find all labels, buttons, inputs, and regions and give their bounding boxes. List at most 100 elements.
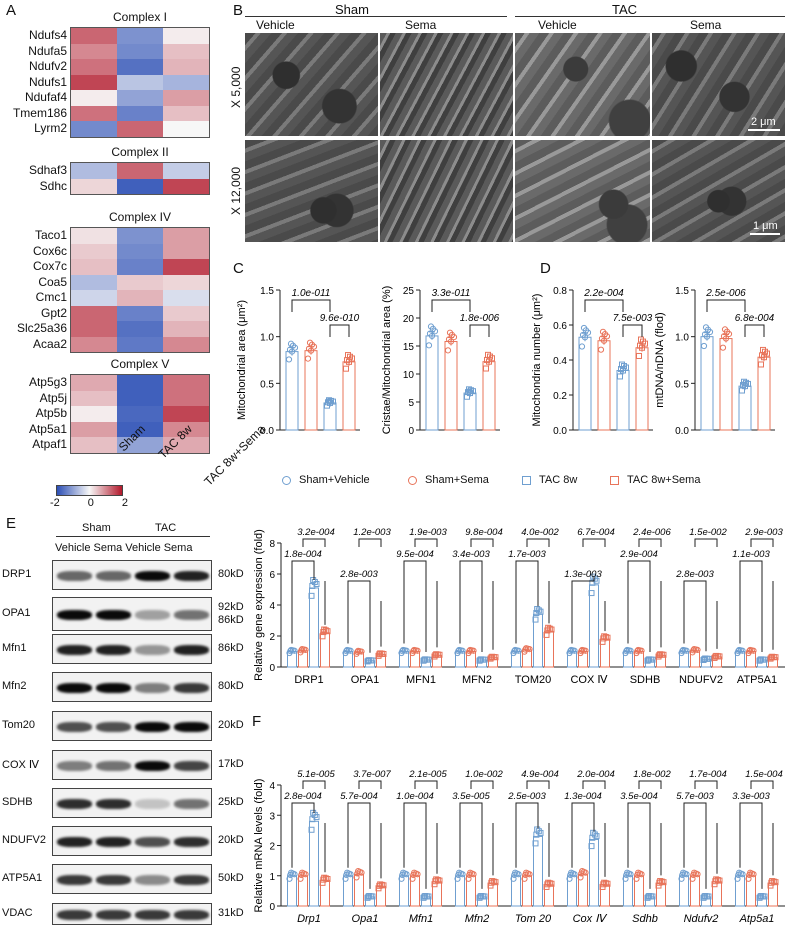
data-point: [515, 647, 522, 654]
heatmap-cell: [163, 305, 209, 321]
wb-blot-strip: [52, 597, 212, 631]
heatmap-title: Complex IV: [108, 210, 172, 224]
em-micrograph: [245, 33, 378, 136]
p-value-label: 6.8e-004: [735, 313, 775, 324]
wb-kd-label: 86kD: [218, 642, 244, 654]
data-point: [533, 831, 540, 838]
data-point: [604, 880, 611, 887]
data-point: [414, 647, 421, 654]
heatmap-cell: [163, 321, 209, 337]
data-point: [657, 878, 664, 885]
data-point: [700, 342, 708, 350]
bar: [425, 335, 439, 431]
panel-letter-c: C: [233, 260, 244, 277]
wb-protein-label: Mfn2: [2, 680, 27, 692]
heatmap-row: [71, 163, 209, 179]
data-point: [466, 648, 473, 655]
data-point: [571, 871, 578, 878]
y-tick-label: 20: [403, 314, 415, 325]
wb-protein-label: OPA1: [2, 607, 31, 619]
scale-bar-label: 1 μm: [753, 220, 778, 232]
legend-label: TAC 8w+Sema: [627, 474, 701, 486]
wb-band: [135, 875, 170, 885]
p-value-label: 3.5e-005: [452, 791, 490, 802]
wb-band: [57, 910, 92, 920]
wb-band: [96, 571, 131, 581]
data-point: [288, 348, 296, 355]
heatmap-cell: [71, 74, 117, 90]
bar: [533, 835, 543, 907]
p-value-label: 3.3e-003: [732, 791, 770, 802]
heatmap-row: [71, 59, 209, 75]
wb-band: [174, 910, 209, 920]
bar: [700, 336, 714, 431]
y-tick-label: 0.2: [553, 391, 567, 402]
heatmap-cell: [163, 336, 209, 352]
p-value-label: 1.1e-003: [732, 549, 770, 560]
data-point: [735, 648, 742, 655]
heatmap-cell: [117, 321, 163, 337]
category-label: DRP1: [294, 674, 323, 686]
data-point: [690, 647, 697, 654]
heatmap-cell: [117, 406, 163, 422]
data-point: [369, 657, 376, 664]
significance-bracket: [683, 580, 707, 652]
data-point: [623, 648, 630, 655]
data-point: [343, 871, 350, 879]
category-label: Cox Ⅳ: [573, 913, 609, 925]
wb-kd-label: 80kD: [218, 568, 244, 580]
y-axis-label: Mitochondrial area (μm²): [236, 300, 248, 420]
data-point: [713, 876, 720, 883]
significance-bracket: [571, 802, 595, 868]
data-point: [492, 879, 499, 886]
heatmap-cell: [163, 105, 209, 121]
data-point: [578, 870, 585, 877]
em-sub-label: Vehicle: [256, 18, 295, 32]
p-value-label: 1.8e-006: [460, 313, 500, 324]
data-point: [719, 344, 727, 351]
heatmap-cell: [163, 259, 209, 275]
heatmap-cell: [117, 274, 163, 290]
heatmap-title: Complex V: [110, 357, 170, 371]
heatmap-row-label: Ndufaf4: [24, 90, 67, 104]
category-label: MFN2: [462, 674, 492, 686]
data-point: [354, 648, 361, 656]
em-group-tac: TAC: [612, 2, 638, 17]
heatmap-row: [71, 259, 209, 275]
data-point: [544, 881, 551, 888]
data-point: [678, 875, 685, 882]
data-point: [342, 875, 349, 882]
data-point: [772, 654, 779, 661]
em-group-line: [515, 16, 785, 17]
category-label: Tom 20: [515, 913, 552, 925]
heatmap-row: [71, 105, 209, 121]
data-point: [343, 365, 349, 372]
heatmap-cell: [163, 178, 209, 194]
p-value-label: 2.8e-003: [675, 569, 714, 580]
y-tick-label: 0.6: [553, 321, 567, 332]
data-point: [690, 871, 697, 879]
wb-band: [135, 571, 170, 581]
category-label: TOM20: [515, 674, 551, 686]
data-point: [679, 648, 686, 655]
data-point: [291, 871, 298, 878]
significance-bracket: [302, 780, 326, 789]
data-point: [365, 657, 372, 664]
data-point: [403, 871, 410, 878]
panel-letter-b: B: [233, 2, 244, 19]
p-value-label: 2.8e-004: [283, 791, 322, 802]
p-value-label: 1.8e-004: [284, 549, 322, 560]
data-point: [548, 880, 555, 887]
p-value-label: 1.5e-002: [689, 527, 727, 538]
significance-bracket: [706, 299, 746, 312]
data-point: [477, 656, 484, 663]
wb-protein-label: NDUFV2: [2, 834, 47, 846]
significance-bracket: [622, 324, 643, 337]
heatmap-cell: [163, 406, 209, 422]
data-point: [409, 875, 416, 882]
y-tick-label: 1.0: [260, 333, 274, 344]
heatmap-cell: [71, 336, 117, 352]
data-point: [582, 647, 589, 654]
wb-band: [174, 645, 209, 655]
